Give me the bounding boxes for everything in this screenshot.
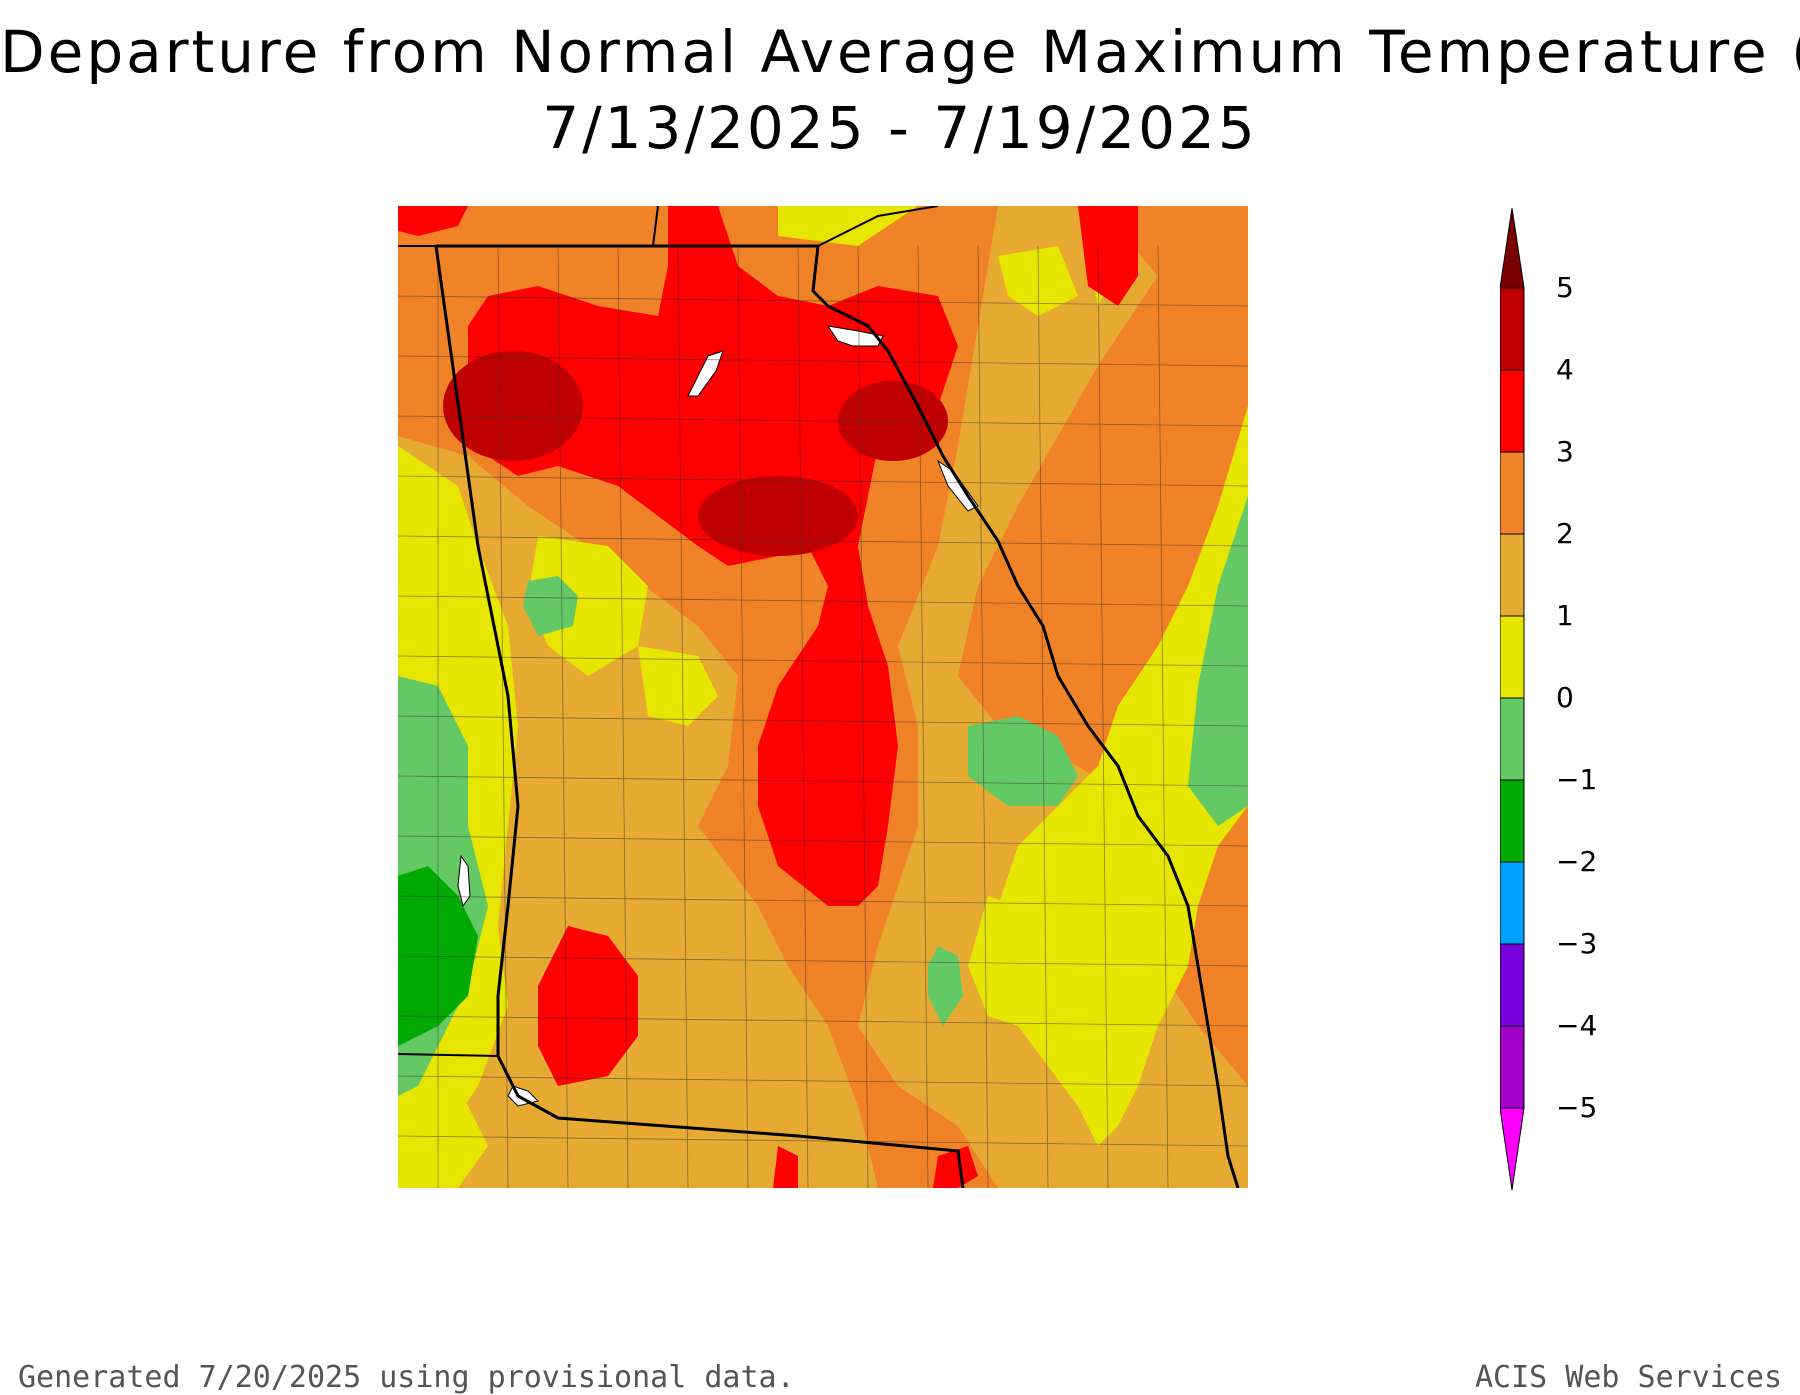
legend-label-1: 1 <box>1556 599 1574 632</box>
legend-swatch-4-to-5 <box>1499 287 1525 371</box>
footer-generated-note: Generated 7/20/2025 using provisional da… <box>18 1360 795 1395</box>
legend-swatch-3-to-4 <box>1499 369 1525 453</box>
legend-label-4: 4 <box>1556 353 1574 386</box>
legend-label-3: 3 <box>1556 435 1574 468</box>
temperature-departure-map <box>398 206 1248 1188</box>
legend-swatch-neg5-to-neg4 <box>1499 1025 1525 1109</box>
legend-label-neg1: −1 <box>1556 763 1598 796</box>
state-boundary-top <box>652 206 659 247</box>
state-boundary-al-fl <box>398 1053 499 1057</box>
legend-label-2: 2 <box>1556 517 1574 550</box>
legend-swatch-neg1-to-0 <box>1499 697 1525 781</box>
title-line-1: Departure from Normal Average Maximum Te… <box>0 18 1800 86</box>
legend-arrow-top <box>1499 207 1525 289</box>
legend-label-neg4: −4 <box>1556 1009 1598 1042</box>
legend-swatch-neg4-to-neg3 <box>1499 943 1525 1027</box>
legend-label-neg3: −3 <box>1556 927 1598 960</box>
legend-swatch-0-to-1 <box>1499 615 1525 699</box>
legend-swatch-neg2-to-neg1 <box>1499 779 1525 863</box>
legend-swatch-neg3-to-neg2 <box>1499 861 1525 945</box>
state-boundary-west <box>434 245 965 1188</box>
legend-label-0: 0 <box>1556 681 1574 714</box>
county-lines <box>398 245 1248 1188</box>
legend-swatch-2-to-3 <box>1499 451 1525 535</box>
state-boundary <box>436 244 1240 1188</box>
state-boundary-nc <box>817 206 939 247</box>
band-3-to-4 <box>398 206 1138 1188</box>
band-4-to-5 <box>443 351 948 556</box>
chart-title: Departure from Normal Average Maximum Te… <box>0 14 1800 166</box>
title-line-2: 7/13/2025 - 7/19/2025 <box>542 94 1258 162</box>
legend-label-neg5: −5 <box>1556 1091 1598 1124</box>
legend-swatch-1-to-2 <box>1499 533 1525 617</box>
color-legend: 5 4 3 2 1 0 −1 −2 −3 −4 −5 <box>1499 200 1660 1200</box>
footer-source-credit: ACIS Web Services <box>1474 1360 1782 1395</box>
legend-label-5: 5 <box>1556 271 1574 304</box>
legend-label-neg2: −2 <box>1556 845 1598 878</box>
legend-colorbar <box>1499 207 1525 1191</box>
legend-arrow-bottom <box>1499 1107 1525 1191</box>
map-svg <box>398 206 1248 1188</box>
